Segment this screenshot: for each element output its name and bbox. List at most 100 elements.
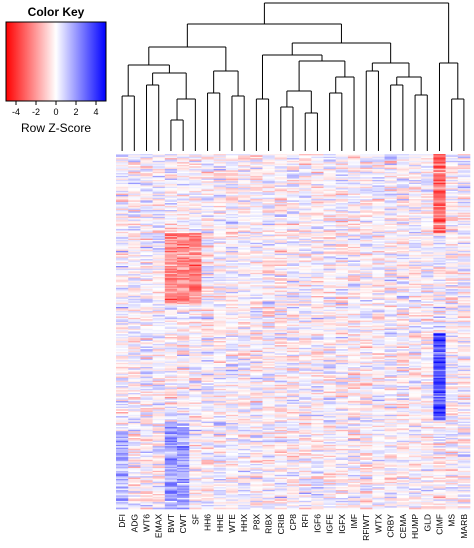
heatmap-cell (445, 160, 459, 163)
heatmap-cell (445, 290, 459, 293)
heatmap-cell (238, 245, 251, 248)
heatmap-cell (335, 175, 349, 178)
heatmap-cell (262, 369, 275, 372)
heatmap-cell (457, 282, 471, 285)
heatmap-cell (189, 364, 202, 366)
heatmap-cell (396, 170, 410, 173)
heatmap-cell (433, 371, 446, 373)
heatmap-cell (323, 175, 337, 178)
heatmap-cell (238, 182, 251, 185)
heatmap-cell (286, 305, 300, 308)
heatmap-cell (372, 368, 385, 371)
heatmap-cell (396, 246, 410, 249)
heatmap-cell (408, 279, 422, 282)
heatmap-cell (116, 188, 129, 190)
heatmap-cell (164, 296, 178, 298)
heatmap-cell (445, 209, 459, 212)
heatmap-cell (238, 345, 251, 347)
heatmap-cell (189, 312, 202, 315)
heatmap-cell (238, 308, 251, 310)
heatmap-cell (213, 321, 227, 324)
heatmap-cell (360, 214, 373, 216)
heatmap-cell (372, 181, 385, 183)
heatmap-cell (323, 163, 337, 166)
heatmap-cell (189, 158, 202, 160)
heatmap-cell (335, 248, 349, 250)
heatmap-cell (445, 222, 459, 224)
heatmap-cell (177, 208, 190, 211)
heatmap-cell (274, 330, 288, 332)
heatmap-cell (286, 249, 300, 252)
heatmap-cell (274, 315, 288, 317)
heatmap-cell (238, 304, 251, 306)
heatmap-cell (408, 233, 422, 235)
heatmap-cell (384, 197, 398, 200)
heatmap-cell (238, 342, 251, 345)
heatmap-cell (299, 192, 312, 194)
heatmap-cell (360, 253, 373, 256)
heatmap-cell (311, 334, 324, 336)
heatmap-cell (286, 253, 300, 256)
heatmap-cell (396, 230, 410, 233)
heatmap-cell (164, 174, 178, 177)
heatmap-cell (262, 197, 275, 200)
heatmap-cell (372, 170, 385, 173)
heatmap-cell (433, 291, 446, 294)
heatmap-cell (116, 184, 129, 186)
heatmap-cell (347, 203, 361, 205)
heatmap-cell (116, 346, 129, 349)
heatmap-cell (225, 249, 239, 252)
heatmap-cell (128, 162, 141, 164)
heatmap-cell (225, 331, 239, 334)
heatmap-cell (286, 304, 300, 306)
heatmap-cell (347, 222, 361, 224)
heatmap-cell (262, 382, 275, 384)
heatmap-cell (274, 216, 288, 219)
heatmap-cell (347, 226, 361, 229)
heatmap-cell (213, 250, 227, 253)
heatmap-cell (286, 162, 300, 164)
heatmap-cell (225, 305, 239, 308)
heatmap-cell (335, 286, 349, 289)
heatmap-cell (445, 326, 459, 328)
heatmap-cell (213, 278, 227, 280)
heatmap-cell (408, 264, 422, 267)
heatmap-cell (372, 369, 385, 372)
heatmap-cell (445, 211, 459, 214)
heatmap-cell (299, 265, 312, 268)
heatmap-cell (177, 169, 190, 171)
heatmap-cell (274, 204, 288, 207)
heatmap-cell (128, 272, 141, 275)
heatmap-cell (445, 200, 459, 203)
heatmap-cell (286, 248, 300, 250)
heatmap-cell (360, 208, 373, 211)
heatmap-cell (311, 246, 324, 249)
heatmap-cell (238, 162, 251, 164)
heatmap-cell (360, 335, 373, 338)
heatmap-cell (274, 354, 288, 357)
heatmap-cell (250, 345, 263, 347)
heatmap-cell (384, 194, 398, 197)
heatmap-cell (250, 280, 263, 283)
heatmap-cell (311, 208, 324, 211)
heatmap-cell (323, 203, 337, 205)
heatmap-cell (445, 274, 459, 276)
heatmap-cell (116, 185, 129, 188)
heatmap-cell (323, 164, 337, 167)
heatmap-cell (274, 163, 288, 166)
heatmap-cell (360, 237, 373, 239)
heatmap-cell (274, 159, 288, 162)
heatmap-cell (250, 253, 263, 256)
heatmap-cell (311, 336, 324, 339)
heatmap-cell (384, 349, 398, 351)
heatmap-cell (335, 218, 349, 220)
heatmap-cell (360, 317, 373, 320)
heatmap-cell (457, 372, 471, 375)
heatmap-cell (396, 173, 410, 175)
heatmap-cell (408, 317, 422, 320)
heatmap-cell (213, 279, 227, 282)
heatmap-cell (238, 361, 251, 364)
heatmap-cell (189, 283, 202, 286)
heatmap-cell (177, 160, 190, 163)
heatmap-cell (323, 291, 337, 294)
